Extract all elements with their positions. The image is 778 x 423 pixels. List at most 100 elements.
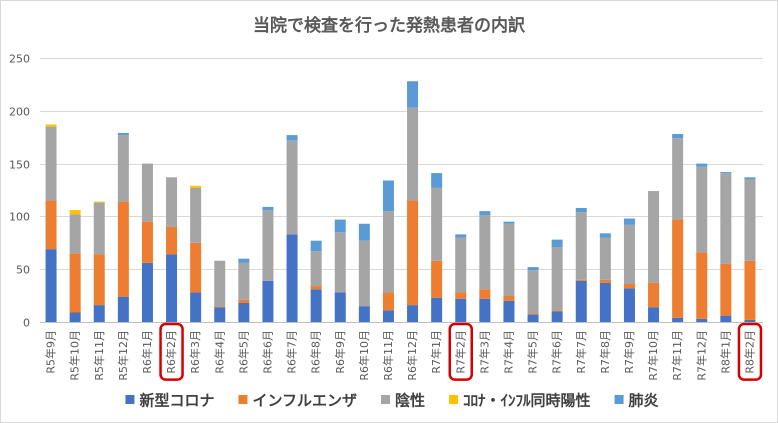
x-tick: R6年6月 [260, 330, 274, 374]
bar-segment [382, 292, 394, 311]
bar-segment [69, 312, 81, 322]
bar-segment [503, 300, 515, 322]
bar-segment [69, 210, 81, 215]
bar-segment [407, 305, 419, 322]
x-tick-label: R7年5月 [526, 330, 540, 374]
bar-segment [503, 295, 515, 301]
x-tick: R7年10月 [646, 330, 660, 381]
bar-segment [407, 107, 419, 201]
bar-segment [310, 289, 322, 322]
bar-segment [69, 253, 81, 313]
x-tick: R7年1月 [429, 330, 443, 374]
x-tick: R6年11月 [381, 330, 395, 381]
x-tick-label: R5年11月 [92, 330, 106, 381]
legend-swatch [614, 395, 624, 404]
x-tick: R7年9月 [622, 330, 636, 374]
bar-segment [334, 219, 346, 233]
x-tick-label: R6年1月 [140, 330, 154, 374]
bar-segment [479, 215, 491, 290]
bar-segment [575, 279, 587, 281]
x-tick-label: R6年7月 [285, 330, 299, 374]
bar-segment [238, 262, 250, 300]
bar-segment [744, 260, 756, 320]
legend-item: ｺﾛﾅ・ｲﾝﾌﾙ同時陽性 [449, 392, 591, 410]
bar-segment [720, 172, 732, 174]
x-tick: R7年3月 [477, 330, 491, 374]
legend: 新型コロナ インフルエンザ 陰性 ｺﾛﾅ・ｲﾝﾌﾙ同時陽性 肺炎 [125, 392, 659, 410]
bar-segment [720, 263, 732, 316]
x-tick: R6年2月 [164, 330, 178, 374]
x-tick-label: R7年7月 [574, 330, 588, 374]
bar-segment [672, 317, 684, 322]
y-tick-label: 250 [9, 53, 30, 66]
bar-segment [214, 260, 226, 307]
bar-segment [696, 163, 708, 167]
bar-segment [214, 307, 226, 322]
x-tick-label: R6年6月 [260, 330, 274, 374]
bar-segment [190, 185, 202, 188]
x-tick-label: R8年1月 [718, 330, 732, 374]
legend-label: インフルエンザ [252, 392, 357, 410]
bar-segment [744, 319, 756, 322]
bar-segment [623, 283, 635, 289]
x-tick-label: R5年12月 [116, 330, 130, 381]
bar-segment [527, 313, 539, 315]
bar-segment [190, 292, 202, 322]
legend-swatch [238, 395, 248, 404]
chart-title: 当院で検査を行った発熱患者の内訳 [253, 15, 526, 36]
legend-label: 肺炎 [629, 392, 659, 410]
x-tick: R6年8月 [309, 330, 323, 374]
bar-segment [479, 298, 491, 322]
x-tick: R5年10月 [68, 330, 82, 381]
bar-segment [69, 214, 81, 254]
bar-segment [45, 126, 57, 201]
bar-segment [696, 166, 708, 253]
bar-segment [744, 179, 756, 261]
bar-segment [141, 163, 153, 222]
legend-swatch [381, 395, 391, 404]
highlight-box [159, 322, 184, 381]
bar-segment [455, 298, 467, 322]
x-tick-label: R7年1月 [429, 330, 443, 374]
legend-item: 肺炎 [614, 392, 659, 410]
x-tick: R6年10月 [357, 330, 371, 381]
gridlines [40, 58, 763, 323]
bar-segment [190, 242, 202, 293]
y-tick-label: 200 [9, 106, 30, 119]
bar-segment [238, 299, 250, 303]
x-tick: R7年7月 [574, 330, 588, 374]
bar-segment [310, 286, 322, 290]
highlight-box [737, 322, 763, 381]
bar-segment [455, 237, 467, 293]
x-tick: R7年4月 [501, 330, 515, 374]
bar-segment [599, 237, 611, 280]
bar-segment [431, 297, 443, 322]
bar-segment [382, 310, 394, 322]
bar-segment [455, 292, 467, 299]
x-tick: R6年3月 [188, 330, 202, 374]
bar-segment [551, 247, 563, 311]
highlight-box [448, 322, 473, 381]
x-tick-label: R7年12月 [694, 330, 708, 381]
bar-segment [238, 302, 250, 322]
bar-segment [599, 279, 611, 283]
x-tick-label: R6年5月 [236, 330, 250, 374]
bar-segment [93, 202, 105, 255]
bar-segment [166, 226, 178, 255]
bar-segment [117, 132, 129, 136]
legend-item: インフルエンザ [238, 392, 357, 410]
legend-item: 陰性 [381, 392, 425, 410]
x-tick-label: R6年9月 [333, 330, 347, 374]
bar-segment [503, 221, 515, 224]
bar-segment [720, 315, 732, 322]
x-tick: R6年7月 [285, 330, 299, 374]
bar-segment [93, 305, 105, 322]
bar-segment [93, 254, 105, 306]
bar-segment [623, 224, 635, 284]
bar-segment [214, 306, 226, 308]
bar-segment [407, 200, 419, 306]
bar-segment [334, 232, 346, 293]
x-tick: R7年6月 [550, 330, 564, 374]
bar-segment [720, 173, 732, 264]
x-tick-label: R6年2月 [164, 330, 178, 374]
